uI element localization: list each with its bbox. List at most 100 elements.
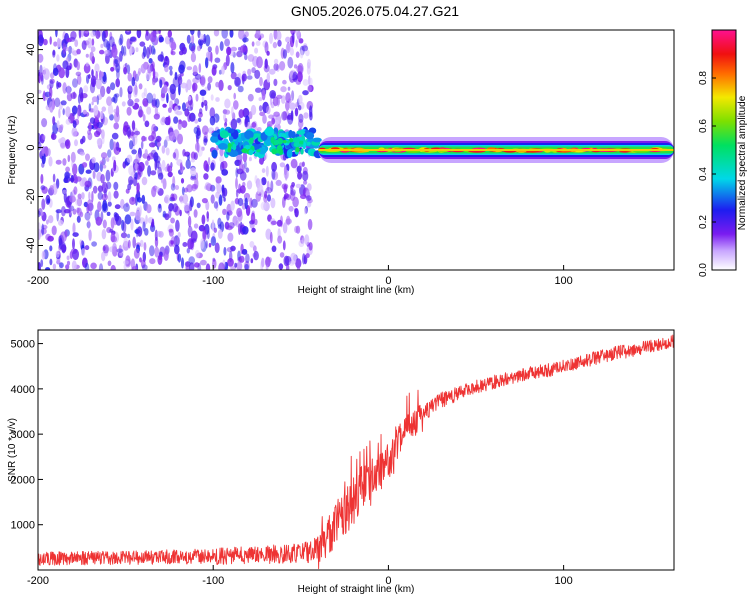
noise-cell	[265, 187, 272, 194]
noise-cell	[101, 74, 108, 85]
signal-cell	[286, 149, 293, 159]
noise-cell	[297, 171, 303, 180]
noise-cell	[164, 64, 169, 73]
noise-cell	[49, 258, 53, 266]
noise-cell	[162, 178, 167, 190]
noise-cell	[296, 267, 301, 270]
noise-cell	[62, 158, 67, 166]
noise-cell	[77, 207, 82, 217]
y-tick-label: 4000	[11, 384, 35, 396]
noise-cell	[205, 57, 209, 69]
noise-cell	[185, 83, 189, 93]
noise-cell	[95, 78, 102, 90]
noise-cell	[202, 228, 207, 240]
noise-cell	[138, 83, 143, 90]
noise-cell	[287, 56, 294, 69]
noise-cell	[164, 213, 170, 221]
noise-cell	[226, 46, 232, 56]
snr-panel: -200 -100 0 100 1000 2000 3000 4000 5000 Height…	[7, 329, 675, 595]
noise-cell	[139, 239, 144, 248]
noise-cell	[298, 113, 304, 124]
noise-cell	[219, 41, 224, 52]
noise-cell	[299, 162, 303, 169]
noise-cell	[180, 178, 185, 184]
noise-cell	[153, 113, 160, 120]
noise-cell	[251, 122, 257, 128]
signal-peak-cell	[299, 140, 304, 145]
x-tick-label: -200	[27, 575, 49, 587]
noise-cell	[181, 120, 188, 128]
noise-cell	[83, 63, 91, 74]
noise-cell	[91, 101, 94, 106]
noise-cell	[236, 207, 243, 218]
noise-cell	[188, 256, 195, 265]
noise-cell	[200, 259, 207, 266]
noise-cell	[148, 142, 156, 148]
noise-cell	[285, 42, 291, 54]
noise-cell	[170, 240, 174, 245]
signal-cell	[211, 132, 220, 137]
noise-cell	[282, 240, 286, 251]
noise-cell	[122, 221, 127, 234]
noise-cell	[201, 146, 205, 151]
noise-cell	[191, 34, 195, 45]
noise-cell	[265, 165, 269, 177]
noise-cell	[268, 257, 273, 263]
noise-cell	[66, 85, 71, 96]
noise-cell	[100, 152, 108, 159]
noise-cell	[53, 41, 58, 47]
noise-cell	[246, 75, 253, 80]
y-tick-label: -20	[25, 189, 37, 205]
noise-cell	[87, 132, 93, 141]
y-tick-label: 0	[25, 144, 37, 150]
noise-cell	[178, 64, 185, 74]
noise-cell	[141, 194, 146, 204]
noise-cell	[257, 184, 260, 195]
noise-cell	[217, 229, 223, 239]
noise-cell	[189, 199, 193, 212]
noise-cell	[58, 108, 61, 119]
noise-cell	[58, 67, 65, 79]
noise-cell	[234, 262, 238, 268]
noise-cell	[58, 138, 64, 144]
signal-peak-cell	[227, 142, 232, 149]
noise-cell	[72, 248, 79, 261]
noise-cell	[69, 195, 76, 203]
signal-cell	[219, 130, 229, 139]
noise-cell	[55, 178, 60, 189]
noise-cell	[301, 45, 309, 52]
noise-cell	[84, 211, 91, 221]
noise-cell	[282, 79, 287, 85]
noise-cell	[87, 219, 91, 229]
x-tick-label: -100	[202, 575, 224, 587]
noise-cell	[66, 37, 72, 43]
noise-cell	[183, 203, 191, 212]
noise-cell	[85, 169, 92, 174]
noise-cell	[266, 121, 273, 128]
noise-cell	[101, 229, 107, 240]
noise-cell	[185, 261, 190, 270]
noise-cell	[84, 180, 92, 188]
noise-cell	[41, 198, 46, 210]
noise-cell	[63, 209, 71, 214]
noise-cell	[287, 86, 291, 91]
noise-cell	[75, 198, 82, 207]
noise-cell	[154, 159, 158, 171]
signal-peak-cell	[270, 136, 275, 144]
noise-cell	[146, 155, 151, 161]
colorbar-tick-label: 0.8	[698, 71, 709, 85]
noise-cell	[238, 30, 245, 40]
noise-cell	[99, 160, 105, 165]
noise-cell	[254, 69, 261, 79]
noise-cell	[196, 202, 201, 209]
noise-cell	[79, 239, 83, 246]
noise-cell	[101, 106, 107, 112]
noise-cell	[289, 261, 295, 266]
noise-cell	[102, 219, 107, 229]
noise-cell	[105, 169, 111, 182]
noise-cell	[66, 260, 71, 266]
noise-cell	[155, 98, 160, 109]
noise-cell	[71, 48, 75, 54]
noise-cell	[203, 173, 209, 180]
noise-cell	[101, 251, 106, 262]
